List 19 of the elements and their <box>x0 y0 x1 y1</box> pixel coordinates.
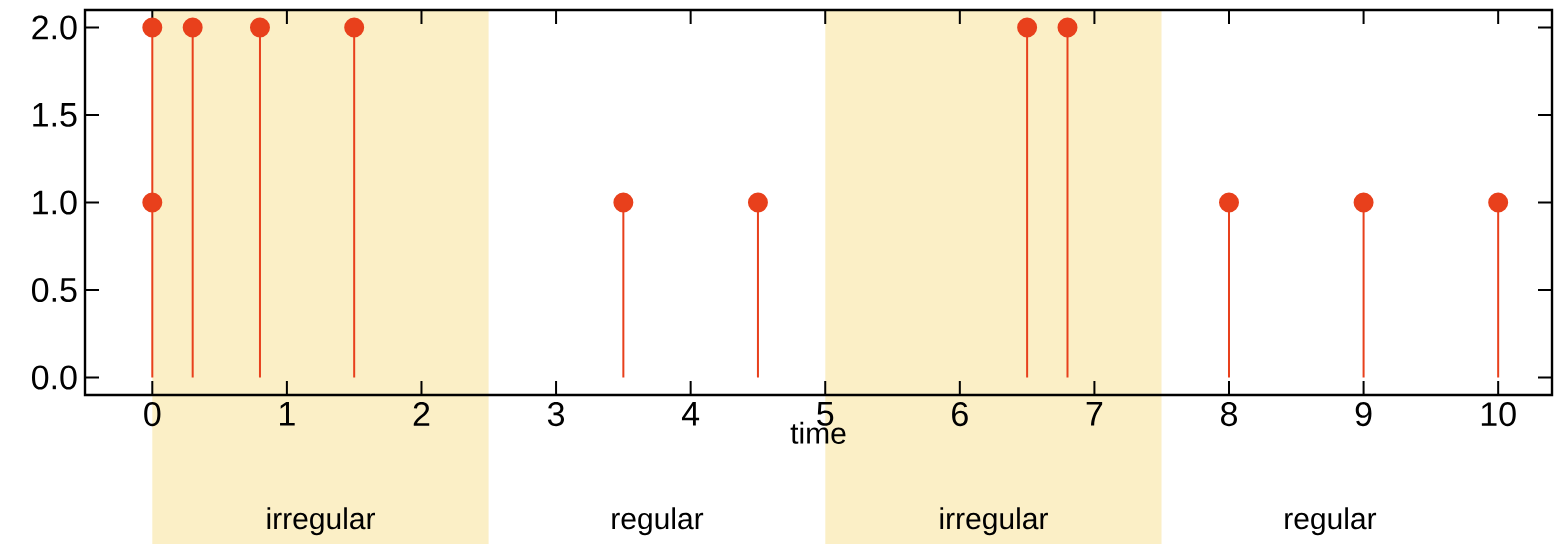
x-tick-label: 0 <box>144 402 161 427</box>
y-tick-label: 1.5 <box>33 103 77 127</box>
y-tick-label: 2.0 <box>32 15 77 40</box>
x-tick-label: 6 <box>952 402 968 427</box>
x-tick-label: 8 <box>1221 402 1237 427</box>
y-tick-label: 1.0 <box>33 190 77 215</box>
x-tick-label: 10 <box>1481 402 1516 427</box>
x-tick-label: 4 <box>681 402 700 426</box>
y-tick-label: 0.5 <box>32 277 77 303</box>
band-label: irregular <box>940 507 1048 536</box>
band-label: regular <box>612 507 704 536</box>
x-tick-label: 3 <box>547 402 565 427</box>
x-tick-label: 9 <box>1355 402 1372 427</box>
x-tick-label: 2 <box>413 402 430 426</box>
band-label: irregular <box>267 507 376 536</box>
y-tick-label: 0.0 <box>32 365 77 390</box>
x-tick-label: 7 <box>1086 402 1103 426</box>
band-label: regular <box>1285 507 1377 536</box>
x-tick-label: 1 <box>280 402 295 426</box>
